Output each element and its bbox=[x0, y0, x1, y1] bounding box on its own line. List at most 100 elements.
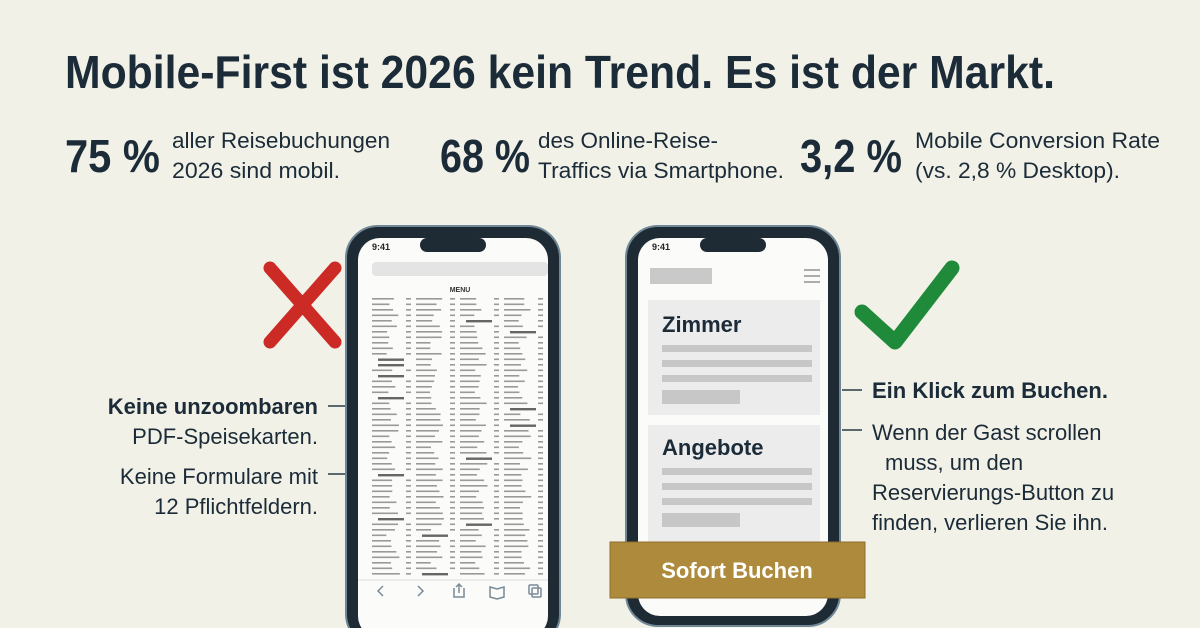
menu-line bbox=[504, 353, 523, 355]
menu-line bbox=[460, 391, 475, 394]
stat-value: 68 % bbox=[440, 130, 530, 182]
menu-line bbox=[416, 314, 434, 317]
menu-line bbox=[372, 485, 393, 487]
menu-line bbox=[504, 369, 528, 372]
menu-price bbox=[450, 540, 455, 542]
menu-line bbox=[504, 567, 531, 570]
menu-line bbox=[416, 342, 431, 344]
menu-price bbox=[538, 463, 543, 465]
menu-price bbox=[494, 353, 499, 355]
menu-line bbox=[504, 430, 529, 432]
menu-price bbox=[494, 441, 499, 443]
menu-line bbox=[504, 347, 521, 350]
button-bg[interactable] bbox=[609, 541, 866, 599]
menu-price bbox=[450, 523, 455, 526]
menu-line bbox=[460, 446, 478, 449]
menu-price bbox=[494, 342, 499, 344]
menu-line bbox=[416, 353, 442, 355]
menu-line bbox=[372, 534, 387, 537]
menu-line bbox=[372, 314, 399, 317]
stat-text: (vs. 2,8 % Desktop). bbox=[915, 158, 1120, 183]
menu-line bbox=[504, 468, 528, 471]
card-title: Angebote bbox=[662, 435, 763, 460]
menu-price bbox=[494, 309, 499, 311]
menu-price bbox=[494, 490, 499, 493]
menu-price bbox=[406, 507, 411, 509]
menu-price bbox=[406, 468, 411, 471]
menu-price bbox=[538, 518, 543, 520]
menu-line bbox=[372, 303, 390, 306]
menu-line bbox=[460, 463, 488, 465]
menu-line bbox=[416, 402, 432, 405]
menu-price bbox=[406, 380, 411, 383]
menu-line bbox=[416, 452, 435, 454]
menu-line bbox=[378, 358, 404, 361]
menu-line bbox=[416, 331, 443, 333]
menu-line bbox=[504, 314, 522, 317]
menu-line bbox=[416, 501, 436, 504]
menu-line bbox=[460, 441, 485, 443]
menu-price bbox=[494, 369, 499, 372]
button-label[interactable]: Sofort Buchen bbox=[661, 558, 813, 583]
logo-placeholder bbox=[650, 268, 712, 284]
menu-price bbox=[538, 512, 543, 515]
menu-price bbox=[406, 347, 411, 350]
menu-line bbox=[378, 474, 404, 477]
menu-line bbox=[372, 468, 396, 471]
menu-price bbox=[538, 314, 543, 317]
menu-line bbox=[460, 298, 477, 300]
placeholder-line bbox=[662, 468, 812, 475]
menu-line bbox=[460, 540, 476, 542]
menu-line bbox=[416, 468, 443, 471]
menu-line bbox=[504, 463, 521, 465]
placeholder-line bbox=[662, 513, 740, 527]
menu-price bbox=[494, 314, 499, 317]
menu-price bbox=[494, 512, 499, 515]
menu-price bbox=[450, 567, 455, 570]
stat-text: des Online-Reise- bbox=[538, 128, 718, 153]
menu-line bbox=[416, 386, 432, 388]
menu-line bbox=[504, 397, 523, 399]
menu-line bbox=[416, 358, 433, 361]
menu-price bbox=[494, 540, 499, 542]
menu-line bbox=[504, 435, 531, 438]
hamburger-icon bbox=[804, 269, 820, 283]
menu-price bbox=[450, 331, 455, 333]
menu-price bbox=[406, 540, 411, 542]
menu-line bbox=[460, 413, 480, 416]
menu-line bbox=[504, 358, 526, 361]
menu-line bbox=[416, 567, 437, 570]
stat-text: 2026 sind mobil. bbox=[172, 158, 340, 183]
menu-line bbox=[372, 402, 390, 405]
menu-line bbox=[504, 375, 520, 377]
menu-price bbox=[538, 430, 543, 432]
menu-line bbox=[504, 540, 528, 542]
menu-line bbox=[504, 364, 522, 366]
menu-line bbox=[510, 424, 536, 427]
menu-price bbox=[494, 463, 499, 465]
menu-price bbox=[406, 573, 411, 575]
menu-price bbox=[494, 573, 499, 575]
menu-line bbox=[416, 424, 444, 427]
menu-line bbox=[504, 512, 523, 515]
menu-price bbox=[494, 545, 499, 548]
menu-line bbox=[416, 529, 432, 531]
menu-line bbox=[460, 309, 482, 311]
booking-button[interactable]: Sofort Buchen bbox=[609, 541, 866, 599]
menu-price bbox=[406, 457, 411, 460]
menu-line bbox=[510, 331, 536, 334]
menu-price bbox=[538, 380, 543, 383]
menu-price bbox=[450, 419, 455, 421]
menu-price bbox=[494, 391, 499, 394]
menu-line bbox=[372, 556, 400, 559]
menu-price bbox=[450, 435, 455, 438]
menu-price bbox=[494, 303, 499, 306]
menu-line bbox=[460, 314, 475, 317]
menu-price bbox=[406, 534, 411, 537]
menu-price bbox=[450, 529, 455, 531]
menu-line bbox=[372, 567, 393, 570]
menu-price bbox=[450, 375, 455, 377]
menu-line bbox=[460, 419, 476, 421]
menu-line bbox=[416, 369, 437, 372]
